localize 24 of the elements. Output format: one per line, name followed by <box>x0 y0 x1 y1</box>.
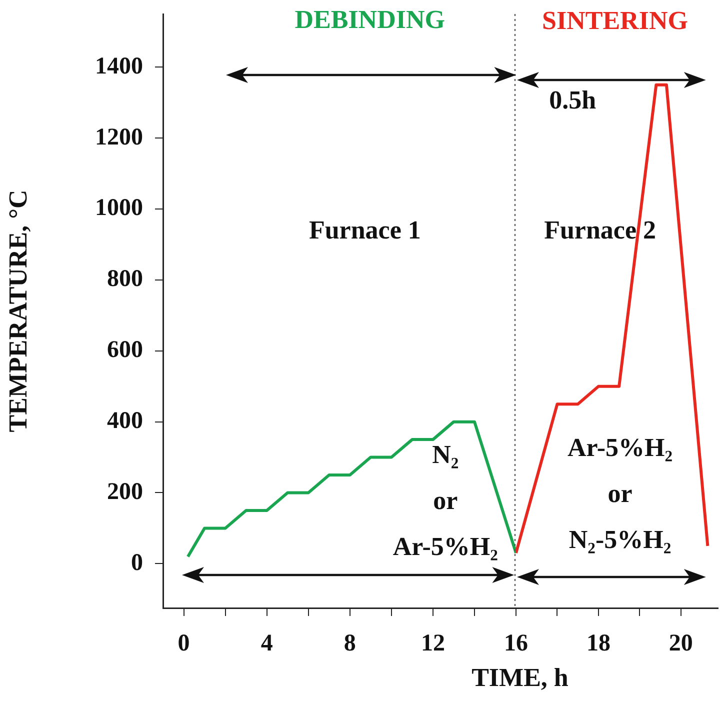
y-tick-label: 0 <box>131 550 143 576</box>
x-axis-title: TIME, h <box>470 663 570 693</box>
y-tick-label: 1200 <box>95 124 143 150</box>
y-tick-label: 1000 <box>95 195 143 222</box>
annotation: SINTERING <box>542 6 688 36</box>
x-tick-label: 16 <box>504 630 528 657</box>
annotation: N₂ or Ar-5%H₂ <box>392 440 498 561</box>
y-tick-label: 600 <box>107 337 143 364</box>
x-tick-label: 0 <box>178 630 190 657</box>
y-tick-label: 1400 <box>95 53 143 80</box>
annotation: Ar-5%H₂ or N₂-5%H₂ <box>568 432 673 554</box>
x-tick-label: 20 <box>668 630 693 657</box>
y-axis-title: TEMPERATURE, °C <box>3 190 32 432</box>
y-tick-label: 400 <box>107 408 143 434</box>
y-tick-label: 200 <box>107 478 143 505</box>
annotation: Furnace 1 <box>308 216 421 245</box>
y-tick-label: 800 <box>107 266 143 292</box>
annotation: Furnace 2 <box>544 216 656 245</box>
x-tick-label: 12 <box>420 630 445 657</box>
x-tick-label: 4 <box>260 630 273 657</box>
annotation: 0.5h <box>549 86 597 115</box>
x-tick-label: 18 <box>586 630 610 657</box>
annotation: DEBINDING <box>294 4 445 34</box>
x-tick-label: 8 <box>344 630 356 657</box>
